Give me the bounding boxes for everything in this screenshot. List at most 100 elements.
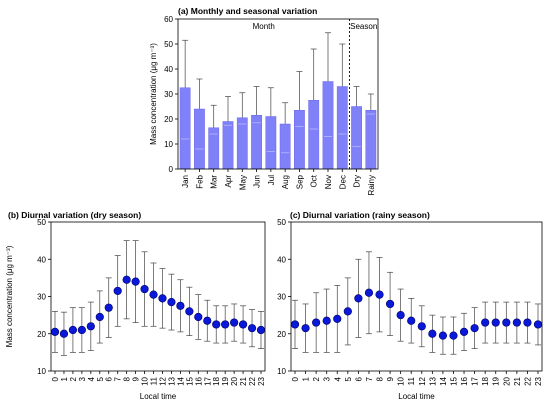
panel-c-xtick-label: 1: [302, 376, 311, 381]
panel-c-xtick-label: 11: [407, 376, 416, 385]
panel-a-bar-nov: [322, 81, 334, 170]
panel-a-xtick-label: Jan: [181, 175, 190, 188]
panel-a-bar-jan: [179, 87, 191, 170]
panel-c-xtick-label: 2: [312, 376, 321, 381]
panel-b-xtick-label: 1: [60, 376, 69, 381]
panel-b-title: (b) Diurnal variation (dry season): [8, 210, 141, 220]
panel-c-point-h7: [364, 288, 374, 297]
panel-a-xtick-label: Dry: [353, 175, 362, 187]
panel-c-xtick-label: 6: [354, 376, 363, 381]
panel-b-point-h3: [77, 325, 86, 335]
panel-a-xtick-label: Aug: [281, 175, 290, 189]
panel-c-point-h1: [301, 324, 310, 333]
panel-b-xlabel: Local time: [140, 392, 177, 401]
panel-c-point-h2: [312, 318, 321, 327]
panel-b-xtick-label: 14: [176, 376, 185, 385]
panel-c-point-h18: [481, 318, 490, 327]
panel-c-ytick-label: 30: [277, 293, 286, 302]
panel-b-xtick-label: 4: [87, 376, 96, 381]
panel-c-ytick-label: 10: [277, 367, 286, 376]
panel-b-ytick-label: 10: [37, 367, 46, 376]
panel-b-xtick-label: 7: [114, 376, 123, 381]
panel-c-xtick-label: 15: [449, 376, 458, 385]
panel-a-bar-dry: [351, 106, 362, 170]
panel-a-xtick-label: Feb: [195, 174, 204, 188]
panel-b-point-h1: [59, 329, 69, 338]
panel-c-title: (c) Diurnal variation (rainy season): [290, 210, 430, 220]
panel-c-point-h0: [290, 320, 300, 329]
panel-a-bar-jul: [265, 116, 277, 170]
panel-c-point-h14: [438, 331, 448, 340]
panel-a-bar-sep: [294, 110, 305, 170]
panel-b-point-h0: [50, 327, 60, 336]
panel-a-xtick-label: Apr: [224, 175, 233, 188]
panel-b-point-h2: [68, 325, 78, 335]
panel-c-xtick-label: 13: [428, 376, 437, 385]
panel-b-xtick-label: 6: [105, 376, 114, 381]
panel-b-point-h14: [176, 301, 185, 310]
panel-b-point-h20: [230, 318, 239, 327]
panel-b-xtick-label: 5: [96, 376, 105, 381]
panel-b-frame: [50, 221, 266, 372]
panel-b-xtick-label: 22: [248, 376, 257, 385]
panel-c-ytick-label: 40: [277, 255, 286, 264]
panel-c-xtick-label: 14: [439, 376, 448, 385]
panel-b-point-h18: [212, 320, 221, 329]
panel-c-xtick-label: 21: [513, 376, 522, 385]
panel-c-xtick-label: 19: [492, 376, 501, 385]
panel-b-ytick-label: 20: [37, 330, 46, 339]
panel-b-xtick-label: 2: [69, 376, 78, 381]
panel-b-xtick-label: 13: [167, 376, 176, 385]
panel-c-xtick-label: 16: [460, 376, 469, 385]
panel-a-ytick-label: 40: [164, 65, 173, 74]
panel-c-point-h17: [470, 324, 479, 333]
panel-b-point-h13: [167, 297, 176, 307]
panel-c-point-h9: [385, 299, 395, 309]
panel-c-point-h22: [523, 318, 532, 327]
panel-b-point-h8: [122, 275, 131, 284]
panel-b-xtick-label: 21: [239, 376, 248, 385]
panel-c-xtick-label: 5: [344, 376, 353, 381]
panel-a-xtick-label: Dec: [338, 175, 347, 189]
panel-c-xtick-label: 4: [333, 376, 342, 381]
panel-b-xtick-label: 11: [150, 376, 159, 385]
panel-c-xtick-label: 9: [386, 376, 395, 381]
panel-a-xtick-label: Jun: [253, 175, 262, 188]
panel-c-point-h12: [417, 322, 426, 331]
panel-b-xtick-label: 9: [132, 376, 141, 381]
panel-b-point-h19: [221, 320, 230, 329]
panel-a-title: (a) Monthly and seasonal variation: [178, 6, 317, 16]
panel-a-section-season: Season: [350, 22, 377, 31]
panel-a-bar-aug: [279, 123, 291, 170]
panel-b-xtick-label: 23: [257, 376, 266, 385]
panel-b-ytick-label: 50: [37, 218, 46, 227]
panel-a-bar-may: [236, 117, 248, 170]
panel-a-xtick-label: May: [238, 175, 247, 190]
panel-b-point-h7: [113, 286, 122, 296]
panel-c-xtick-label: 12: [418, 376, 427, 385]
panel-b-point-h17: [203, 316, 212, 325]
panel-a-xtick-label: Oct: [310, 174, 319, 187]
panel-b-xtick-label: 19: [221, 376, 230, 385]
panel-a-xtick-label: Mar: [210, 175, 219, 189]
panel-c-xtick-label: 18: [481, 376, 490, 385]
panel-b-xtick-label: 8: [123, 376, 132, 381]
panel-b-xtick-label: 12: [158, 376, 167, 385]
panel-b-point-h15: [185, 307, 194, 316]
panel-b-xtick-label: 20: [230, 376, 239, 385]
panel-a-ytick-label: 60: [164, 15, 173, 24]
panel-b-point-h5: [95, 312, 104, 322]
panel-c-xtick-label: 8: [376, 376, 385, 381]
panel-c-point-h20: [502, 318, 511, 327]
panel-b-point-h11: [149, 290, 158, 299]
panel-c-point-h16: [459, 327, 469, 336]
panel-c-point-h11: [407, 316, 416, 325]
panel-c-frame: [290, 221, 543, 372]
panel-c-point-h6: [354, 294, 363, 303]
panel-c-xtick-label: 23: [534, 376, 543, 385]
panel-c-xtick-label: 7: [365, 376, 374, 381]
panel-a-bar-jun: [251, 115, 262, 170]
panel-b-xtick-label: 10: [141, 376, 150, 385]
panel-c-xtick-label: 22: [523, 376, 532, 385]
